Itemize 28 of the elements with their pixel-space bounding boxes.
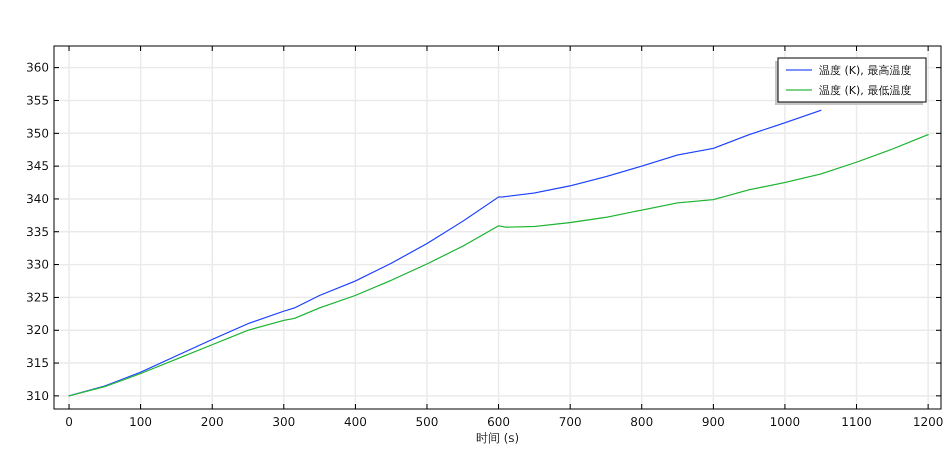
y-tick-label: 320 — [26, 323, 49, 338]
x-tick-label: 0 — [65, 415, 73, 429]
line-series — [68, 134, 929, 397]
x-axis-title: 时间 (s) — [476, 431, 520, 445]
y-tick-label: 315 — [26, 356, 49, 370]
x-tick-label: 100 — [129, 415, 152, 429]
y-tick-label: 310 — [26, 388, 49, 403]
x-tick-label: 300 — [272, 415, 296, 429]
x-tick-label: 200 — [200, 415, 224, 429]
x-tick-label: 900 — [702, 415, 725, 429]
x-tick-label: 500 — [416, 415, 438, 429]
x-tick-label: 800 — [630, 415, 654, 429]
x-tick-label: 1100 — [841, 415, 872, 429]
x-tick-label: 1200 — [912, 415, 944, 429]
y-tick-label: 340 — [26, 192, 49, 206]
y-tick-label: 345 — [26, 159, 49, 174]
x-tick-label: 1000 — [770, 415, 800, 429]
y-tick-label: 330 — [26, 258, 49, 272]
legend-label: 温度 (K), 最低温度 — [819, 84, 912, 97]
y-tick-label: 325 — [26, 290, 49, 304]
x-tick-label: 600 — [487, 415, 510, 429]
x-tick-label: 700 — [558, 415, 582, 429]
legend-label: 温度 (K), 最高温度 — [819, 64, 912, 77]
y-tick-label: 335 — [26, 224, 49, 239]
y-tick-label: 355 — [26, 93, 49, 108]
x-tick-label: 400 — [344, 415, 367, 429]
y-tick-label: 350 — [26, 126, 49, 140]
y-tick-label: 360 — [26, 60, 49, 75]
